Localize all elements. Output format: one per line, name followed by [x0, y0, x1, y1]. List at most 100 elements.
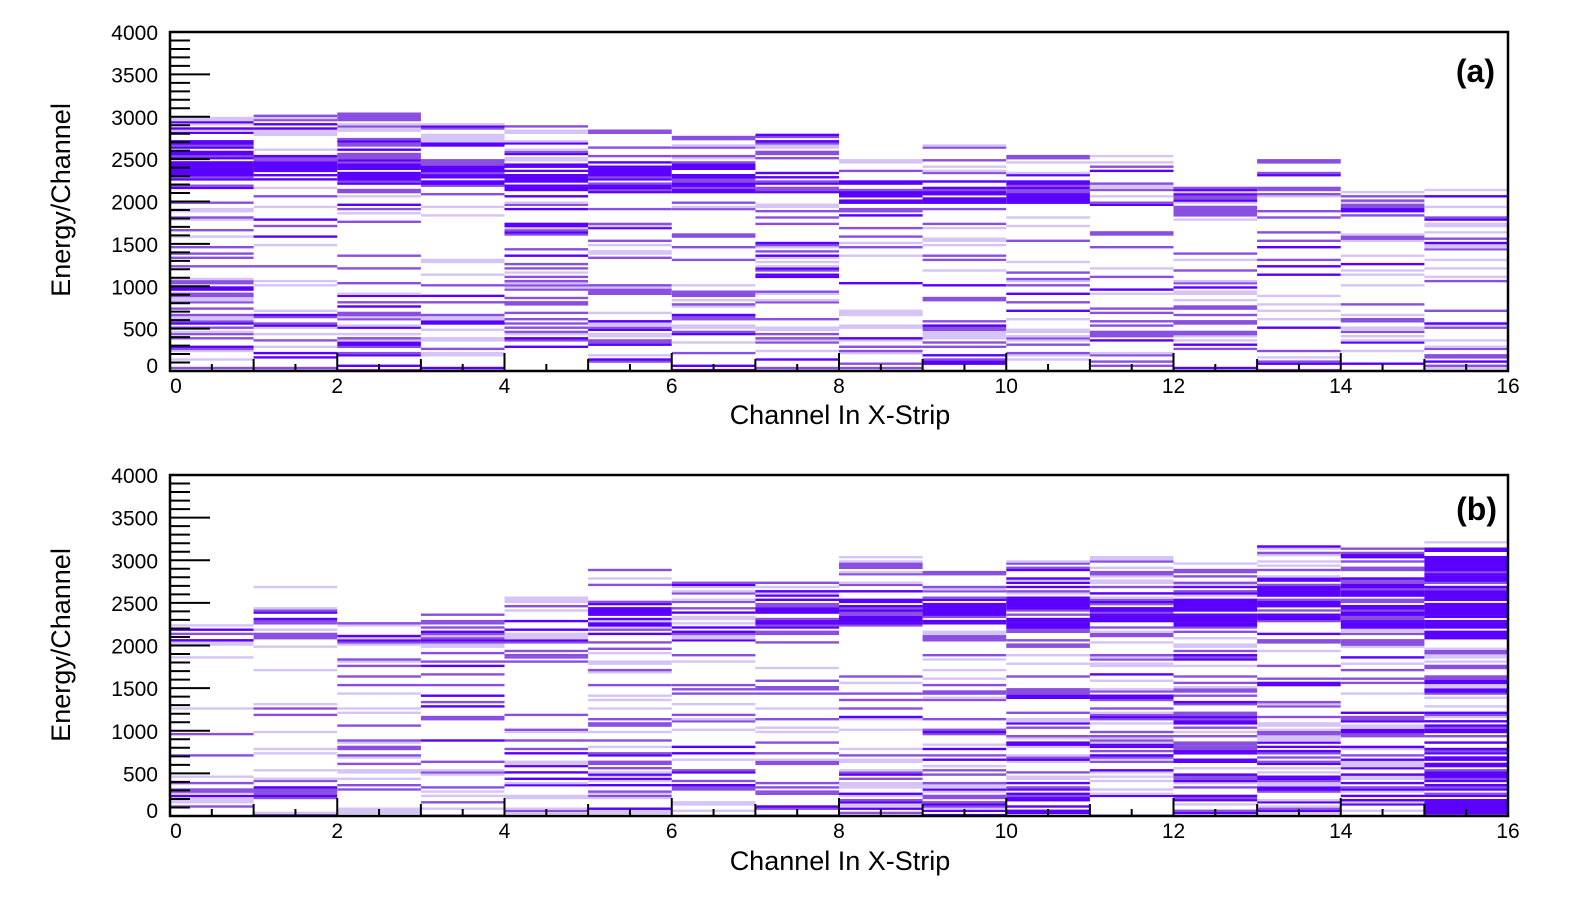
heatmap-cell-ch8 [839, 600, 923, 604]
heatmap-cell-ch10 [1006, 602, 1090, 606]
heatmap-cell-ch2 [337, 622, 421, 625]
heatmap-cell-ch10 [1006, 662, 1090, 665]
heatmap-cell-ch1 [253, 284, 338, 287]
heatmap-cell-ch10 [1006, 760, 1090, 763]
heatmap-cell-ch9 [922, 320, 1007, 323]
heatmap-cell-ch13 [1257, 551, 1341, 555]
heatmap-cell-ch8 [839, 169, 923, 173]
heatmap-cell-ch15 [1424, 339, 1508, 342]
heatmap-cell-ch7 [755, 328, 839, 331]
heatmap-cell-ch0 [170, 142, 254, 145]
heatmap-cell-ch6 [671, 784, 756, 787]
heatmap-cell-ch1 [253, 127, 338, 130]
heatmap-cell-ch15 [1424, 803, 1508, 806]
heatmap-cell-ch15 [1424, 690, 1508, 693]
x-tick-label: 8 [833, 820, 845, 843]
heatmap-cell-ch9 [922, 345, 1007, 348]
heatmap-cell-ch2 [337, 292, 421, 295]
heatmap-cell-ch14 [1340, 190, 1425, 194]
heatmap-cell-ch5 [588, 161, 672, 164]
heatmap-cell-ch7 [755, 186, 839, 190]
heatmap-cell-ch15 [1424, 231, 1508, 234]
heatmap-cell-ch0 [170, 732, 254, 736]
heatmap-cell-ch11 [1089, 754, 1174, 757]
heatmap-cell-ch4 [504, 288, 589, 291]
heatmap-cell-ch3 [420, 133, 505, 137]
heatmap-cell-ch2 [337, 745, 421, 749]
heatmap-cell-ch9 [922, 615, 1007, 619]
heatmap-cell-ch13 [1257, 677, 1341, 680]
heatmap-cell-ch12 [1173, 760, 1258, 763]
heatmap-cell-ch15 [1424, 686, 1508, 689]
heatmap-cell-ch11 [1089, 188, 1174, 192]
heatmap-cell-ch3 [420, 125, 505, 128]
heatmap-cell-ch15 [1424, 258, 1508, 262]
heatmap-cell-ch4 [504, 262, 589, 266]
heatmap-cell-ch10 [1006, 617, 1090, 621]
heatmap-cell-ch0 [170, 144, 254, 147]
heatmap-cell-ch15 [1424, 735, 1508, 738]
heatmap-cell-ch14 [1340, 577, 1425, 580]
heatmap-cell-ch2 [337, 118, 421, 122]
x-tick-label: 2 [331, 375, 343, 398]
heatmap-cell-ch11 [1089, 739, 1174, 742]
heatmap-cell-ch15 [1424, 626, 1508, 629]
heatmap-cell-ch14 [1340, 269, 1425, 272]
heatmap-cell-ch8 [839, 801, 923, 804]
heatmap-cell-ch2 [337, 294, 421, 298]
heatmap-cell-ch11 [1089, 735, 1174, 738]
heatmap-cell-ch8 [839, 771, 923, 774]
heatmap-cell-ch4 [504, 224, 589, 228]
heatmap-cell-ch6 [671, 713, 756, 717]
heatmap-cell-ch8 [839, 313, 923, 317]
heatmap-cell-ch14 [1340, 767, 1425, 770]
heatmap-cell-ch11 [1089, 615, 1174, 619]
heatmap-cell-ch7 [755, 299, 839, 302]
heatmap-cell-ch13 [1257, 294, 1341, 298]
heatmap-cell-ch5 [588, 739, 672, 742]
heatmap-cell-ch15 [1424, 596, 1508, 599]
heatmap-cell-ch7 [755, 805, 839, 808]
heatmap-cell-ch9 [922, 632, 1007, 636]
heatmap-cell-ch5 [588, 358, 672, 361]
heatmap-cell-ch11 [1089, 585, 1174, 589]
heatmap-cell-ch8 [839, 556, 923, 559]
heatmap-cell-ch7 [755, 243, 839, 247]
heatmap-cell-ch2 [337, 339, 421, 342]
y-tick-label: 2500 [111, 149, 158, 172]
heatmap-cell-ch4 [504, 271, 589, 274]
heatmap-cell-ch4 [504, 628, 589, 631]
heatmap-cell-ch15 [1424, 794, 1508, 798]
heatmap-cell-ch13 [1257, 360, 1341, 363]
heatmap-cell-ch2 [337, 127, 421, 130]
heatmap-cell-ch6 [671, 718, 756, 721]
heatmap-cell-ch5 [588, 660, 672, 663]
heatmap-cell-ch8 [839, 210, 923, 213]
heatmap-cell-ch15 [1424, 747, 1508, 751]
heatmap-cell-ch15 [1424, 624, 1508, 627]
heatmap-cell-ch3 [420, 193, 505, 196]
heatmap-cell-ch12 [1173, 654, 1258, 657]
heatmap-cell-ch15 [1424, 354, 1508, 357]
heatmap-cell-ch6 [671, 146, 756, 149]
heatmap-cell-ch6 [671, 351, 756, 355]
heatmap-cell-ch15 [1424, 564, 1508, 567]
heatmap-cell-ch5 [588, 777, 672, 780]
heatmap-cell-ch8 [839, 617, 923, 621]
heatmap-cell-ch4 [504, 639, 589, 642]
heatmap-cell-ch15 [1424, 324, 1508, 327]
heatmap-cell-ch9 [922, 335, 1007, 338]
heatmap-cell-ch0 [170, 318, 254, 321]
heatmap-cell-ch15 [1424, 637, 1508, 640]
heatmap-cell-ch2 [337, 254, 421, 257]
x-tick-label: 0 [170, 820, 182, 843]
heatmap-cell-ch12 [1173, 777, 1258, 780]
heatmap-cell-ch12 [1173, 617, 1258, 621]
heatmap-cell-ch2 [337, 282, 421, 285]
heatmap-cell-ch2 [337, 739, 421, 742]
heatmap-cell-ch10 [1006, 190, 1090, 194]
heatmap-cell-ch10 [1006, 781, 1090, 785]
heatmap-cell-ch2 [337, 711, 421, 714]
heatmap-cell-ch11 [1089, 203, 1174, 206]
heatmap-cell-ch11 [1089, 715, 1174, 719]
